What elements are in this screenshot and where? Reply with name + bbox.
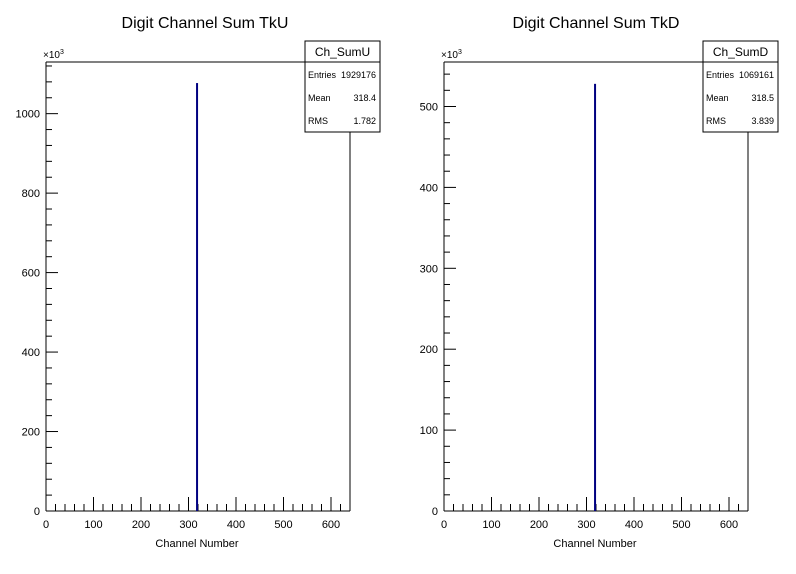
stats-box: Ch_SumD Entries 1069161 Mean 318.5 RMS 3.839 [702, 40, 779, 133]
x-tick-label: 400 [227, 519, 245, 531]
x-tick-label: 500 [274, 519, 292, 531]
y-multiplier-base: ×10 [43, 50, 60, 61]
stats-box-frame [304, 40, 381, 133]
x-tick-label: 100 [84, 519, 102, 531]
stats-box-frame [702, 40, 779, 133]
stats-name: Ch_SumU [315, 45, 370, 59]
x-tick-label: 400 [625, 519, 643, 531]
x-tick-label: 0 [43, 519, 49, 531]
y-tick-label: 100 [420, 425, 438, 437]
y-multiplier-exponent: 3 [458, 49, 462, 56]
stats-label: Mean [308, 93, 331, 103]
x-tick-label: 300 [179, 519, 197, 531]
histogram-bar [594, 83, 597, 511]
y-tick-label: 200 [420, 344, 438, 356]
x-tick-label: 200 [530, 519, 548, 531]
y-tick-label: 0 [34, 506, 40, 518]
stats-label: RMS [308, 116, 328, 126]
stats-value: 318.4 [353, 93, 376, 103]
histogram-panel-1: Digit Channel Sum TkU 0 100 200 300 400 500 600… [16, 15, 381, 550]
x-tick-label: 600 [720, 519, 738, 531]
chart-title: Digit Channel Sum TkU [122, 15, 289, 32]
y-multiplier: ×103 [43, 49, 64, 61]
x-tick-label: 100 [482, 519, 500, 531]
x-tick-label: 200 [132, 519, 150, 531]
y-tick-label: 0 [432, 506, 438, 518]
stats-box: Ch_SumU Entries 1929176 Mean 318.4 RMS 1.782 [304, 40, 381, 133]
y-tick-label: 400 [22, 347, 40, 359]
stats-label: Mean [706, 93, 729, 103]
stats-value: 1069161 [739, 70, 774, 80]
chart-title: Digit Channel Sum TkD [513, 15, 680, 32]
y-multiplier: ×103 [441, 49, 462, 61]
y-tick-label: 600 [22, 268, 40, 280]
y-multiplier-exponent: 3 [60, 49, 64, 56]
x-tick-label: 500 [672, 519, 690, 531]
histogram-panel-2: Digit Channel Sum TkD 0 100 200 300 400 500 600… [420, 15, 779, 550]
y-tick-label: 300 [420, 263, 438, 275]
histogram-bar [196, 83, 199, 511]
stats-name: Ch_SumD [713, 45, 769, 59]
stats-value: 318.5 [751, 93, 774, 103]
stats-value: 1.782 [353, 116, 376, 126]
stats-label: RMS [706, 116, 726, 126]
y-multiplier-base: ×10 [441, 50, 458, 61]
x-axis-title: Channel Number [553, 538, 636, 550]
stats-label: Entries [706, 70, 735, 80]
stats-value: 1929176 [341, 70, 376, 80]
y-tick-label: 500 [420, 101, 438, 113]
y-tick-label: 400 [420, 182, 438, 194]
y-tick-label: 1000 [16, 109, 40, 121]
y-tick-label: 800 [22, 188, 40, 200]
y-tick-label: 200 [22, 427, 40, 439]
x-axis-title: Channel Number [155, 538, 238, 550]
stats-label: Entries [308, 70, 337, 80]
stats-value: 3.839 [751, 116, 774, 126]
x-tick-label: 300 [577, 519, 595, 531]
x-tick-label: 600 [322, 519, 340, 531]
x-tick-label: 0 [441, 519, 447, 531]
